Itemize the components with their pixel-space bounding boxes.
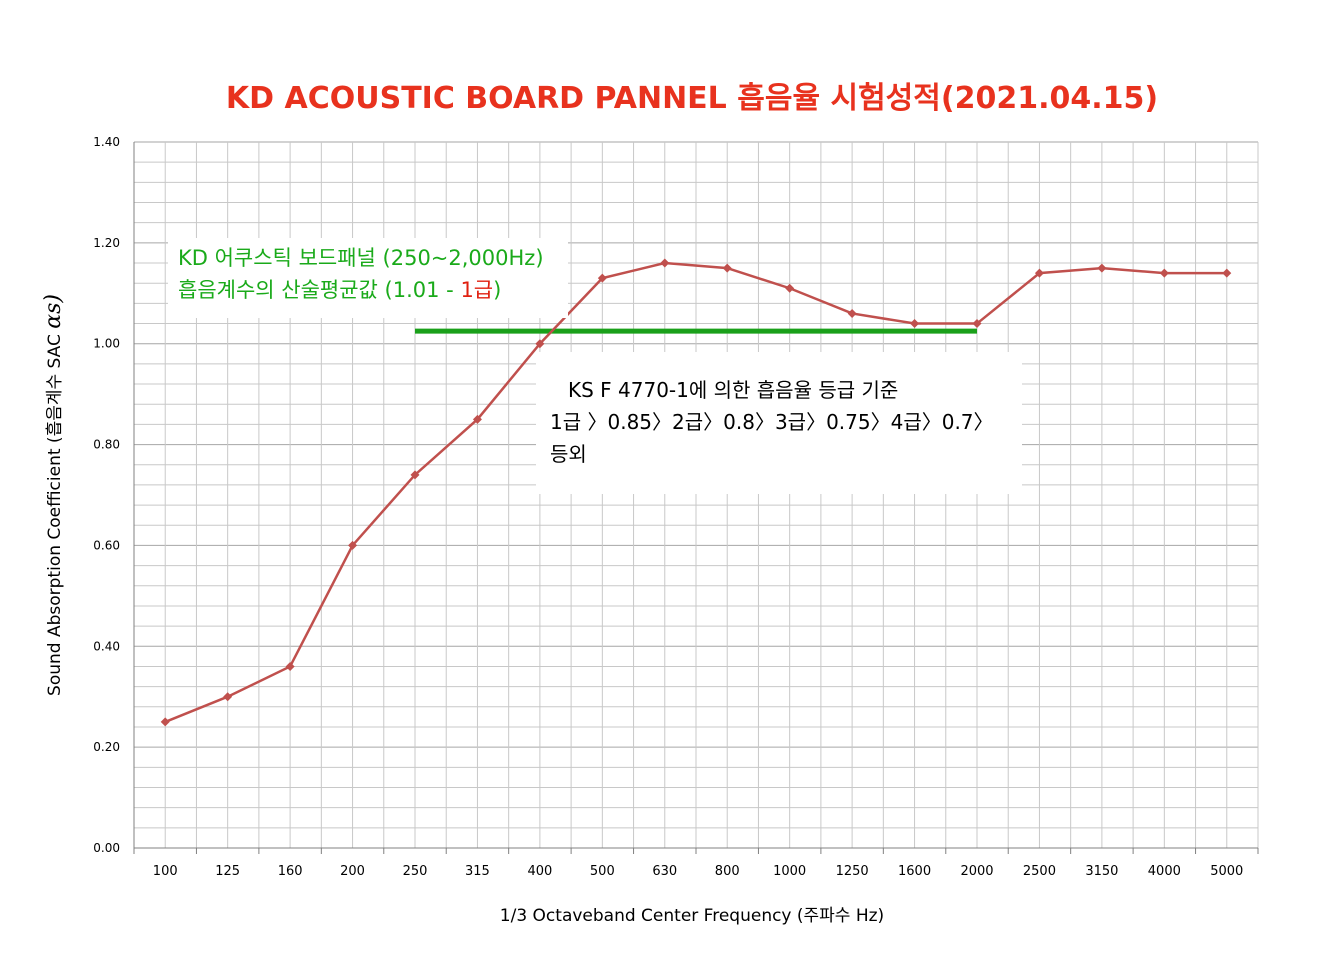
data-point: [847, 308, 857, 318]
data-point: [910, 319, 920, 329]
data-point: [972, 319, 982, 329]
chart-grid: [133, 141, 1259, 849]
x-tick-label: 2000: [960, 864, 993, 879]
x-tick-label: 1600: [898, 864, 931, 879]
x-axis-label: 1/3 Octaveband Center Frequency (주파수 Hz): [500, 906, 884, 926]
x-tick-label: 3150: [1085, 864, 1118, 879]
x-tick-labels: 100 125 160 200 250 315 400 500 630 800 1000 1250 16…: [153, 864, 1244, 879]
data-point: [1097, 263, 1107, 273]
y-tick-label: 0.80: [93, 438, 120, 452]
y-tick-label: 0.60: [93, 538, 120, 552]
x-tick-label: 630: [652, 864, 677, 879]
x-tick-label: 400: [527, 864, 552, 879]
data-point: [535, 339, 545, 349]
y-tick-labels: 0.00 0.20 0.40 0.60 0.80 1.00 1.20 1.40: [93, 135, 120, 855]
average-annotation-line2: 흡음계수의 산술평균값 (1.01 - 1급): [178, 278, 502, 302]
y-tick-label: 0.20: [93, 740, 120, 754]
data-point: [348, 540, 358, 550]
standard-annotation: KS F 4770-1에 의한 흡음율 등급 기준 1급 〉0.85〉2급〉0.…: [536, 352, 1022, 494]
average-annotation: KD 어쿠스틱 보드패널 (250~2,000Hz) 흡음계수의 산술평균값 (…: [168, 238, 568, 318]
y-axis-label: Sound Absorption Coefficient (흡음계수 SAC α…: [41, 294, 66, 696]
x-tick-label: 200: [340, 864, 365, 879]
standard-annotation-line1: KS F 4770-1에 의한 흡음율 등급 기준: [568, 378, 899, 402]
data-point: [597, 273, 607, 283]
x-tick-label: 100: [153, 864, 178, 879]
x-tick-label: 1250: [836, 864, 869, 879]
series-group: [160, 258, 1232, 727]
data-point: [1159, 268, 1169, 278]
data-point: [160, 717, 170, 727]
standard-annotation-line2: 1급 〉0.85〉2급〉0.8〉3급〉0.75〉4급〉0.7〉등외: [550, 410, 994, 466]
data-point: [285, 661, 295, 671]
x-tick-label: 125: [215, 864, 240, 879]
y-tick-label: 0.00: [93, 841, 120, 855]
chart-title: KD ACOUSTIC BOARD PANNEL 흡음율 시험성적(2021.0…: [226, 81, 1158, 116]
data-point: [472, 414, 482, 424]
y-tick-label: 1.20: [93, 236, 120, 250]
y-tick-label: 0.40: [93, 639, 120, 653]
chart-axes: [133, 142, 1259, 854]
x-tick-label: 5000: [1210, 864, 1243, 879]
x-tick-label: 800: [715, 864, 740, 879]
data-point: [660, 258, 670, 268]
series-line: [164, 261, 1227, 724]
y-tick-label: 1.00: [93, 337, 120, 351]
x-tick-label: 160: [278, 864, 303, 879]
x-tick-label: 500: [590, 864, 615, 879]
data-point: [1034, 268, 1044, 278]
x-tick-label: 250: [403, 864, 428, 879]
x-tick-label: 1000: [773, 864, 806, 879]
grade-highlight: 1급: [460, 278, 494, 302]
x-tick-label: 2500: [1023, 864, 1056, 879]
data-point: [223, 692, 233, 702]
x-tick-label: 4000: [1148, 864, 1181, 879]
data-point: [785, 283, 795, 293]
data-point: [410, 470, 420, 480]
average-annotation-line1: KD 어쿠스틱 보드패널 (250~2,000Hz): [178, 246, 544, 270]
data-point: [722, 263, 732, 273]
data-point: [1222, 268, 1232, 278]
x-tick-label: 315: [465, 864, 490, 879]
y-tick-label: 1.40: [93, 135, 120, 149]
